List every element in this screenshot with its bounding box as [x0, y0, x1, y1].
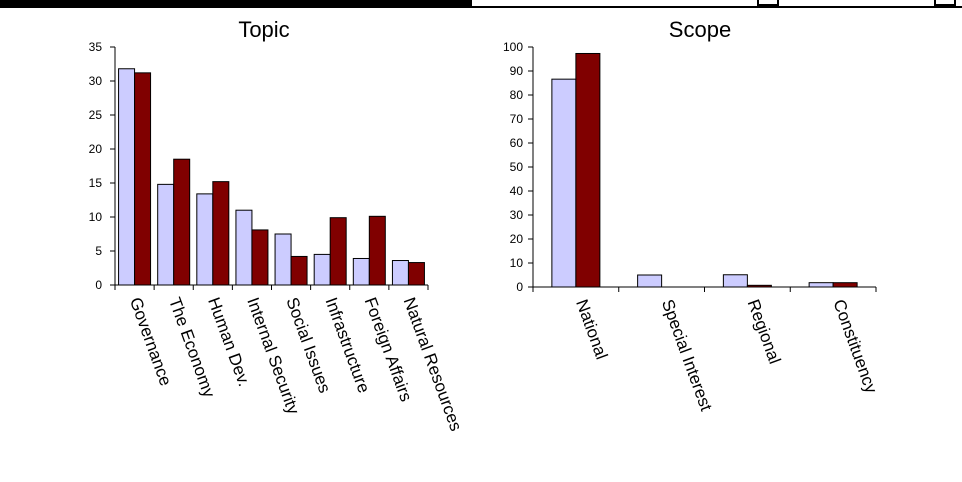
scope-bar-series2	[575, 52, 601, 288]
scope-y-tick-label: 0	[516, 280, 523, 294]
scope-category-label: Special Interest	[658, 297, 716, 414]
topic-bar-series1	[118, 68, 136, 286]
scope-bar-series1	[637, 274, 663, 288]
scope-chart-title: Scope	[669, 17, 731, 42]
topic-chart-title: Topic	[238, 17, 289, 42]
scope-category-label: Constituency	[829, 297, 881, 396]
scope-bar-series1	[722, 274, 748, 288]
scope-bar-series1	[551, 78, 577, 288]
topic-bar-series1	[274, 233, 292, 286]
topic-bar-series1	[391, 260, 409, 286]
scope-y-tick-label: 80	[510, 88, 524, 102]
scope-chart: Scope 0 10 20 30 40 50 60 70 80 90 100 National Spec…	[503, 17, 881, 414]
scope-y-tick-label: 100	[503, 40, 523, 54]
topic-y-tick-label: 5	[95, 244, 102, 258]
topic-y-tick-label: 0	[95, 278, 102, 292]
topic-y-tick-label: 15	[89, 176, 103, 190]
topic-y-tick-label: 20	[89, 142, 103, 156]
scope-category-label: National	[572, 297, 611, 362]
topic-bar-series2	[368, 215, 386, 286]
frame-notch-left	[757, 0, 779, 6]
scope-category-label: Regional	[744, 297, 785, 367]
scope-y-tick-label: 50	[510, 160, 524, 174]
top-black-bar	[0, 0, 472, 8]
scope-bar-series2	[832, 282, 858, 288]
topic-bar-series1	[235, 209, 253, 286]
topic-category-label: Natural Resources	[400, 295, 466, 434]
topic-bar-series1	[352, 257, 370, 286]
scope-y-tick-label: 90	[510, 64, 524, 78]
topic-bar-series2	[329, 217, 347, 286]
scope-y-tick-label: 40	[510, 184, 524, 198]
topic-bar-series1	[157, 183, 175, 286]
topic-bar-series2	[173, 158, 191, 286]
topic-y-tick-label: 35	[89, 40, 103, 54]
topic-bar-series2	[134, 72, 152, 286]
scope-bar-series1	[808, 282, 834, 288]
scope-y-tick-label: 30	[510, 208, 524, 222]
top-frame-edge	[472, 0, 962, 8]
topic-bar-series2	[407, 262, 425, 286]
scope-bar-series2	[746, 284, 772, 288]
scope-y-tick-label: 60	[510, 136, 524, 150]
scope-y-tick-label: 70	[510, 112, 524, 126]
scope-y-tick-label: 20	[510, 232, 524, 246]
topic-bar-series2	[212, 181, 230, 286]
topic-bar-series2	[290, 255, 308, 286]
window-top-strip	[0, 0, 962, 8]
scope-y-tick-label: 10	[510, 256, 524, 270]
topic-y-tick-label: 10	[89, 210, 103, 224]
topic-y-tick-label: 25	[89, 108, 103, 122]
topic-y-tick-label: 30	[89, 74, 103, 88]
topic-bar-series2	[251, 229, 269, 286]
topic-bar-series1	[196, 193, 214, 286]
topic-bar-series1	[313, 253, 331, 286]
frame-notch-right	[934, 0, 956, 6]
